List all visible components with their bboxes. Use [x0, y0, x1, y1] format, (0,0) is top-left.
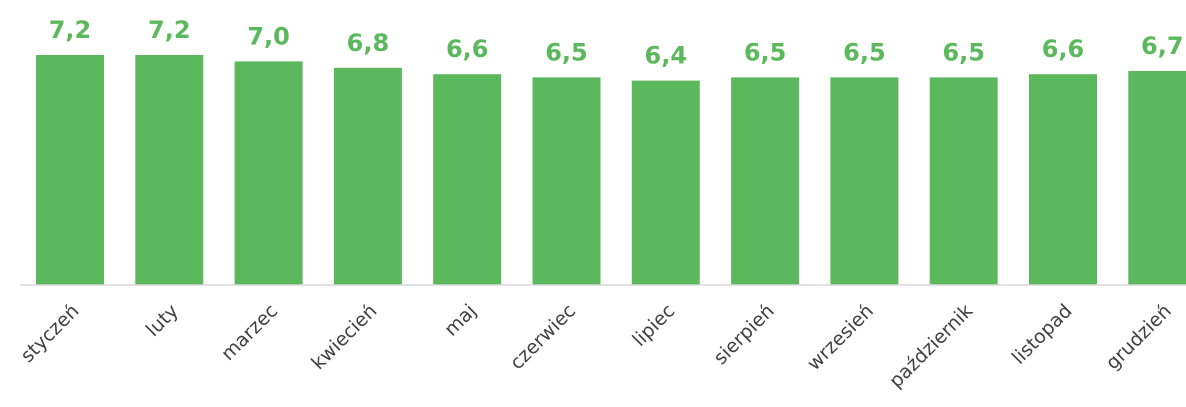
bar-2: [234, 61, 303, 286]
bar-0: [36, 55, 104, 285]
bar-4: [433, 74, 502, 285]
category-label-11: grudzień: [1102, 300, 1176, 374]
bar-7: [731, 77, 800, 286]
category-label-10: listopad: [1008, 300, 1077, 369]
value-label-10: 6,6: [1042, 35, 1085, 63]
value-label-1: 7,2: [148, 16, 191, 44]
category-label-4: maj: [440, 300, 481, 341]
category-label-7: sierpień: [710, 300, 779, 369]
value-label-11: 6,7: [1141, 32, 1184, 60]
bar-5: [532, 77, 601, 286]
bar-11: [1128, 71, 1186, 285]
value-labels-group: 7,2 7,2 7,0 6,8 6,6 6,5 6,4 6,5 6,5 6,5 6,6 6,7: [49, 16, 1184, 70]
bar-1: [135, 55, 204, 285]
value-label-3: 6,8: [347, 29, 390, 57]
category-label-0: styczeń: [17, 300, 84, 367]
category-label-1: luty: [142, 300, 183, 341]
bar-8: [830, 77, 899, 286]
category-label-8: wrzesień: [803, 300, 878, 375]
category-label-2: marzec: [217, 300, 282, 365]
bar-9: [929, 77, 998, 286]
value-label-7: 6,5: [744, 38, 787, 66]
value-label-2: 7,0: [247, 22, 290, 50]
value-label-0: 7,2: [49, 16, 92, 44]
value-label-8: 6,5: [843, 38, 886, 66]
value-label-6: 6,4: [645, 42, 688, 70]
value-label-9: 6,5: [942, 38, 985, 66]
category-labels-group: styczeń luty marzec kwiecień maj czerwiec lipi…: [17, 300, 1176, 392]
bar-10: [1029, 74, 1097, 285]
category-label-3: kwiecień: [307, 300, 381, 374]
bar-6: [631, 80, 700, 285]
value-label-5: 6,5: [545, 38, 588, 66]
category-label-5: czerwiec: [506, 300, 580, 374]
category-label-6: lipiec: [628, 300, 679, 351]
bar-3: [333, 67, 402, 285]
category-label-9: październik: [885, 300, 977, 392]
value-label-4: 6,6: [446, 35, 489, 63]
bars-group: [36, 55, 1186, 286]
